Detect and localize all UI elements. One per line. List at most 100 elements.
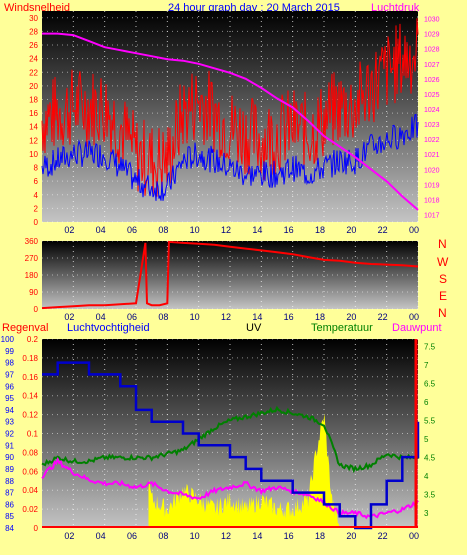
compass-s: S [439,272,447,286]
x-tick-label: 22 [378,531,388,541]
direction-tick-label: 270 [25,254,39,263]
x-tick-label: 18 [315,225,325,235]
pressure-tick-label: 1017 [424,212,440,219]
compass-n-bottom: N [438,306,447,320]
temperature-tick-label: 5 [424,435,429,444]
wind-tick-label: 24 [29,55,38,64]
wind-tick-label: 16 [29,109,38,118]
x-tick-label: 18 [315,531,325,541]
uv-title: UV [246,322,262,334]
rain-tick-label: 0.2 [27,335,39,344]
x-tick-label: 14 [252,225,262,235]
humidity-tick-label: 93 [5,418,14,427]
temperature-axis-title: Temperatuur [311,322,373,334]
pressure-tick-label: 1022 [424,137,440,144]
rain-tick-label: 0.02 [22,505,38,514]
rain-tick-label: 0.18 [22,354,38,363]
rain-tick-label: 0.04 [22,486,38,495]
pressure-tick-label: 1019 [424,182,440,189]
wind-tick-label: 0 [34,218,39,227]
x-tick-label: 20 [346,225,356,235]
direction-tick-label: 360 [25,237,39,246]
humidity-tick-label: 98 [5,359,14,368]
temperature-tick-label: 3.5 [424,491,436,500]
pressure-tick-label: 1020 [424,167,440,174]
compass-n-top: N [438,237,447,251]
humidity-tick-label: 94 [5,406,14,415]
pressure-tick-label: 1028 [424,47,440,54]
humidity-tick-label: 92 [5,430,14,439]
humidity-tick-label: 86 [5,500,14,509]
rain-axis-title: Regenval [2,322,48,334]
x-tick-label: 22 [378,225,388,235]
x-tick-label: 18 [315,312,325,322]
x-tick-label: 00 [409,531,419,541]
wind-tick-label: 14 [29,123,38,132]
x-tick-label: 00 [409,312,419,322]
humidity-tick-label: 99 [5,347,14,356]
rain-tick-label: 0.16 [22,373,38,382]
dewpoint-title: Dauwpunt [392,322,442,334]
x-tick-label: 04 [96,225,106,235]
temperature-tick-label: 6 [424,398,429,407]
compass-e: E [439,289,447,303]
x-tick-label: 04 [96,312,106,322]
pressure-tick-label: 1027 [424,62,440,69]
direction-plot-area [42,241,418,309]
wind-tick-label: 22 [29,68,38,77]
x-tick-label: 16 [284,225,294,235]
pressure-line [42,32,419,211]
humidity-tick-label: 90 [5,453,14,462]
gridlines [42,11,419,528]
humidity-tick-label: 89 [5,465,14,474]
x-tick-label: 06 [127,531,137,541]
humidity-tick-label: 84 [5,524,14,533]
wind-tick-label: 26 [29,41,38,50]
humidity-tick-label: 85 [5,512,14,521]
x-tick-label: 08 [158,531,168,541]
rain-tick-label: 0 [34,524,39,533]
rain-tick-label: 0.14 [22,392,38,401]
wind-tick-label: 4 [34,191,39,200]
temperature-tick-label: 4 [424,472,429,481]
wind-tick-label: 2 [34,204,39,213]
humidity-axis-title: Luchtvochtigheid [67,322,150,334]
x-tick-label: 14 [252,312,262,322]
x-tick-label: 12 [221,312,231,322]
rain-tick-label: 0.08 [22,448,38,457]
wind-tick-label: 20 [29,82,38,91]
pressure-tick-label: 1025 [424,92,440,99]
temperature-tick-label: 7 [424,361,429,370]
x-tick-label: 08 [158,312,168,322]
wind-tick-label: 28 [29,27,38,36]
wind-direction-line [41,240,419,310]
uv-area [148,413,340,528]
wind-tick-label: 10 [29,150,38,159]
humidity-tick-label: 87 [5,489,14,498]
wind-gust-line [41,18,419,197]
pressure-tick-label: 1030 [424,17,440,24]
pressure-tick-label: 1029 [424,32,440,39]
direction-tick-label: 90 [29,288,38,297]
compass-w: W [437,255,449,269]
wind-tick-label: 18 [29,95,38,104]
compass-labels: N W S E N [437,237,449,320]
wind-tick-label: 8 [34,164,39,173]
direction-tick-label: 0 [34,305,39,314]
humidity-tick-label: 100 [1,335,15,344]
wind-tick-label: 12 [29,136,38,145]
temperature-tick-label: 6.5 [424,379,436,388]
x-tick-label: 02 [64,225,74,235]
humidity-tick-label: 95 [5,394,14,403]
series [41,18,420,530]
x-tick-label: 06 [127,312,137,322]
x-tick-label: 08 [158,225,168,235]
rain-tick-label: 0.12 [22,411,38,420]
x-tick-label: 10 [190,531,200,541]
temperature-tick-label: 3 [424,509,429,518]
pressure-tick-label: 1018 [424,197,440,204]
humidity-tick-label: 97 [5,370,14,379]
x-tick-label: 00 [409,225,419,235]
x-tick-label: 16 [284,312,294,322]
